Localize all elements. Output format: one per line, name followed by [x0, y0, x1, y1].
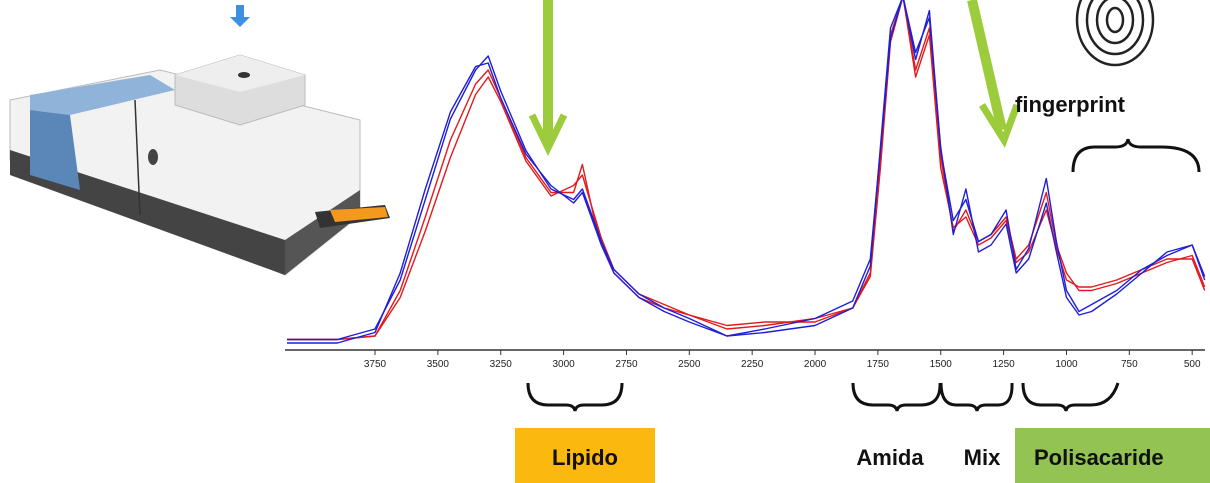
spectrum-line — [287, 0, 1206, 344]
spectrum-line — [287, 0, 1206, 341]
annotation: Polisacaride — [1034, 445, 1164, 470]
polisacaride-box — [1015, 428, 1210, 483]
annotation: Amida — [856, 445, 924, 470]
x-tick-label: 3750 — [364, 359, 387, 370]
spectrum-line — [287, 0, 1206, 341]
fingerprint-icon — [1075, 0, 1155, 67]
x-tick-label: 2750 — [615, 359, 638, 370]
annotation: fingerprint — [1015, 92, 1126, 117]
x-tick-label: 2250 — [741, 359, 764, 370]
spectrometer-illustration — [9, 5, 390, 276]
braces — [526, 138, 1201, 412]
annotation: Lipido — [552, 445, 618, 470]
x-tick-label: 3250 — [490, 359, 513, 370]
green-arrows — [528, 0, 1021, 157]
x-tick-label: 3000 — [552, 359, 575, 370]
annotation: Mix — [964, 445, 1001, 470]
lipido-box — [515, 428, 655, 483]
plot — [287, 0, 1206, 344]
x-tick-label: 750 — [1121, 359, 1138, 370]
x-tick-label: 2000 — [804, 359, 827, 370]
x-tick-label: 500 — [1184, 359, 1201, 370]
x-tick-label: 3500 — [427, 359, 450, 370]
x-tick-label: 1000 — [1055, 359, 1078, 370]
x-tick-label: 1500 — [930, 359, 953, 370]
x-tick-label: 1250 — [992, 359, 1015, 370]
spectrum-line — [287, 0, 1206, 341]
x-tick-label: 2500 — [678, 359, 701, 370]
x-tick-label: 1750 — [867, 359, 890, 370]
